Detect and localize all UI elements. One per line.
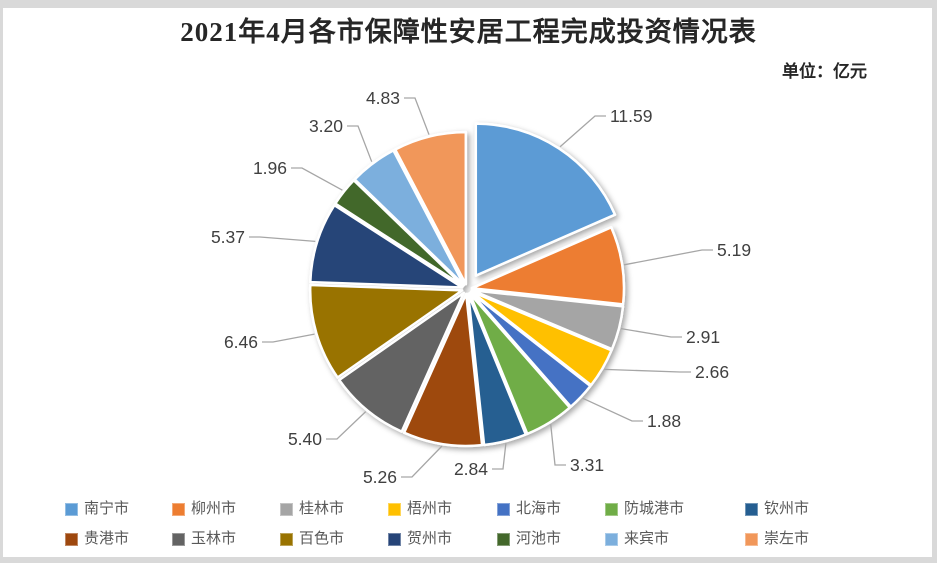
data-label-防城港市: 3.31	[570, 455, 604, 475]
legend-swatch-icon	[172, 502, 185, 516]
legend-label: 梧州市	[407, 500, 453, 517]
legend-swatch-icon	[605, 502, 618, 516]
pie-slice-柳州市[interactable]	[470, 226, 626, 306]
legend-item-桂林市[interactable]: 桂林市	[280, 500, 344, 518]
pie-slice-来宾市[interactable]	[353, 149, 466, 287]
legend-item-防城港市[interactable]: 防城港市	[605, 500, 684, 518]
legend-swatch-icon	[497, 532, 510, 546]
legend-label: 桂林市	[299, 500, 345, 517]
legend-item-玉林市[interactable]: 玉林市	[172, 530, 236, 548]
legend-item-柳州市[interactable]: 柳州市	[172, 500, 236, 518]
leader-line	[249, 236, 316, 243]
unit-label: 单位：亿元	[782, 62, 867, 81]
legend-swatch-icon	[65, 532, 78, 546]
pie-slice-桂林市[interactable]	[470, 288, 625, 351]
legend-swatch-icon	[388, 502, 401, 516]
pie-slice-贺州市[interactable]	[309, 203, 464, 289]
legend-swatch-icon	[605, 532, 618, 546]
data-label-贺州市: 5.37	[211, 227, 245, 247]
legend-item-崇左市[interactable]: 崇左市	[745, 530, 809, 548]
data-label-玉林市: 5.40	[288, 429, 322, 449]
pie-slice-南宁市[interactable]	[474, 122, 617, 277]
data-label-贵港市: 5.26	[363, 467, 397, 487]
legend-label: 贵港市	[84, 530, 130, 547]
chart-frame	[3, 8, 932, 557]
chart-title: 2021年4月各市保障性安居工程完成投资情况表	[180, 17, 757, 47]
leader-line	[347, 125, 373, 162]
legend-label: 南宁市	[84, 500, 130, 517]
pie-slice-北海市[interactable]	[469, 291, 592, 408]
legend-swatch-icon	[65, 502, 78, 516]
legend-item-贵港市[interactable]: 贵港市	[65, 530, 129, 548]
pie-slice-贵港市[interactable]	[402, 292, 484, 448]
leader-line	[262, 333, 315, 343]
pie-slice-百色市[interactable]	[309, 283, 464, 379]
data-label-来宾市: 3.20	[309, 116, 343, 136]
leader-line	[559, 115, 606, 148]
leader-line	[291, 167, 343, 191]
legend-swatch-icon	[745, 532, 758, 546]
data-label-南宁市: 11.59	[610, 106, 653, 126]
legend-item-来宾市[interactable]: 来宾市	[605, 530, 669, 548]
legend-label: 贺州市	[407, 530, 453, 547]
legend-label: 钦州市	[764, 500, 810, 517]
legend-swatch-icon	[745, 502, 758, 516]
legend-item-河池市[interactable]: 河池市	[497, 530, 561, 548]
data-label-柳州市: 5.19	[717, 240, 751, 260]
legend-swatch-icon	[388, 532, 401, 546]
leader-line	[623, 249, 713, 266]
leader-line	[550, 424, 566, 466]
leader-line	[401, 445, 443, 478]
legend-label: 柳州市	[191, 500, 237, 517]
leader-line	[620, 327, 682, 338]
pie-slice-玉林市[interactable]	[337, 291, 466, 433]
pie-slice-钦州市[interactable]	[466, 292, 528, 447]
legend-swatch-icon	[280, 502, 293, 516]
data-label-桂林市: 2.91	[686, 327, 720, 347]
legend-item-南宁市[interactable]: 南宁市	[65, 500, 129, 518]
leader-line	[582, 397, 643, 422]
data-label-崇左市: 4.83	[366, 88, 400, 108]
legend-swatch-icon	[497, 502, 510, 516]
legend-label: 北海市	[516, 500, 562, 517]
legend-item-百色市[interactable]: 百色市	[280, 530, 344, 548]
data-label-百色市: 6.46	[224, 332, 258, 352]
legend-item-钦州市[interactable]: 钦州市	[745, 500, 809, 518]
pie-slice-河池市[interactable]	[334, 179, 465, 288]
legend-swatch-icon	[280, 532, 293, 546]
legend-label: 百色市	[299, 530, 345, 547]
legend-label: 崇左市	[764, 530, 810, 547]
legend-label: 玉林市	[191, 530, 237, 547]
data-label-北海市: 1.88	[647, 411, 681, 431]
legend-item-贺州市[interactable]: 贺州市	[388, 530, 452, 548]
leader-line	[492, 443, 507, 470]
legend-item-梧州市[interactable]: 梧州市	[388, 500, 452, 518]
legend-label: 来宾市	[624, 530, 670, 547]
pie-slice-崇左市[interactable]	[393, 130, 468, 286]
legend-label: 防城港市	[624, 500, 685, 517]
pie-slice-防城港市[interactable]	[468, 292, 572, 436]
leader-line	[604, 368, 691, 373]
legend-item-北海市[interactable]: 北海市	[497, 500, 561, 518]
legend-label: 河池市	[516, 530, 562, 547]
leader-line	[326, 411, 367, 440]
data-label-钦州市: 2.84	[454, 459, 488, 479]
legend-swatch-icon	[172, 532, 185, 546]
data-label-河池市: 1.96	[253, 158, 287, 178]
data-label-梧州市: 2.66	[695, 362, 729, 382]
leader-line	[404, 97, 430, 135]
